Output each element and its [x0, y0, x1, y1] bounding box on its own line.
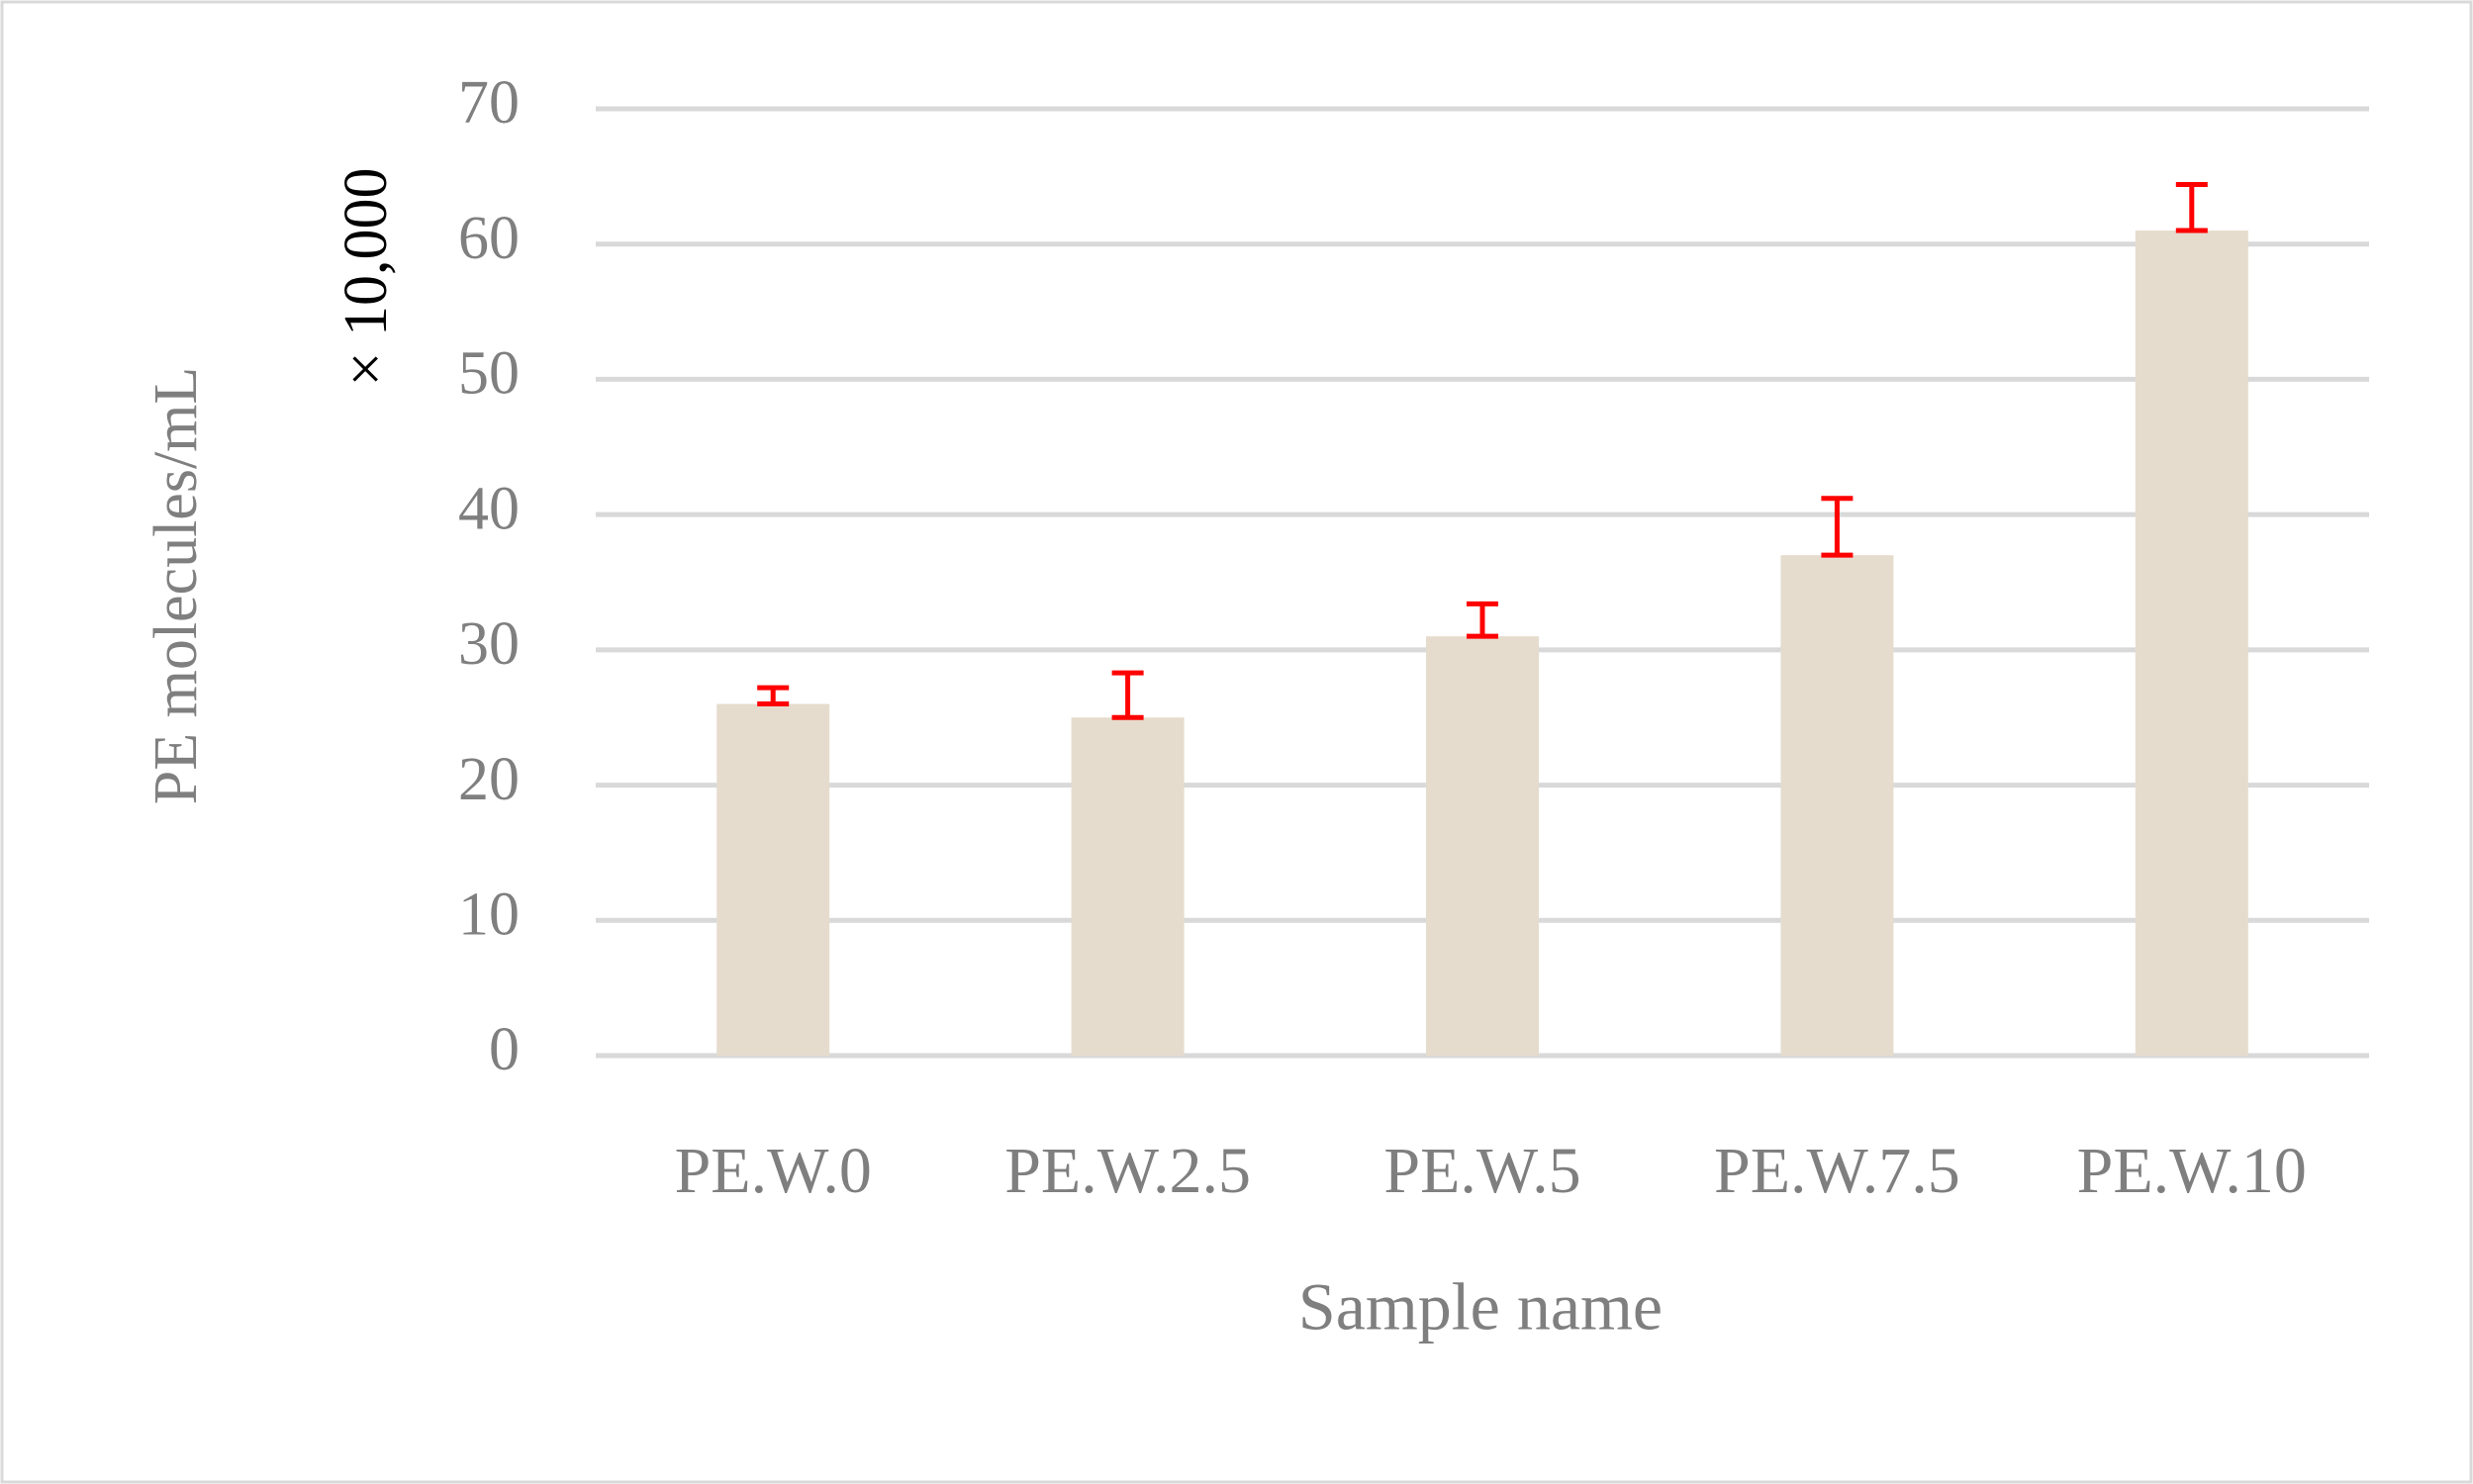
y-tick-label: 0 — [489, 1016, 520, 1083]
x-tick-label: PE.W.7.5 — [1714, 1135, 1960, 1207]
bar — [1071, 717, 1185, 1056]
y-tick-label: 70 — [458, 69, 520, 137]
y-tick-label: 40 — [458, 475, 520, 542]
x-tick-label: PE.W.0 — [675, 1135, 872, 1207]
error-bar — [1111, 670, 1144, 720]
error-bar — [757, 685, 790, 707]
error-bar — [2175, 182, 2208, 233]
error-bar — [1467, 601, 1498, 639]
x-tick-label: PE.W.10 — [2077, 1135, 2307, 1207]
y-tick-label: 60 — [458, 205, 520, 272]
y-tick-label: 30 — [458, 610, 520, 678]
y-multiplier: × 10,000 — [333, 168, 400, 387]
bar — [1426, 636, 1539, 1056]
y-axis-title: PE molecules/mL — [143, 367, 210, 805]
error-bar — [1821, 496, 1854, 558]
bar — [716, 703, 830, 1056]
bar — [1780, 555, 1894, 1056]
y-tick-label: 50 — [458, 340, 520, 408]
y-tick-label: 10 — [458, 881, 520, 949]
y-tick-label: 20 — [458, 746, 520, 813]
x-tick-label: PE.W.5 — [1383, 1135, 1580, 1207]
bar — [2135, 231, 2248, 1057]
x-axis-title: Sample name — [1298, 1269, 1663, 1345]
x-tick-label: PE.W.2.5 — [1004, 1135, 1251, 1207]
